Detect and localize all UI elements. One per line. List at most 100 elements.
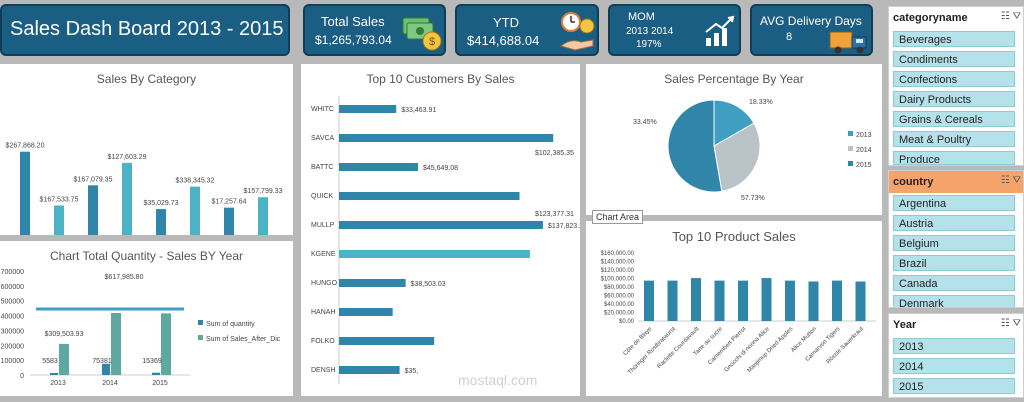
- top-products-panel: Top 10 Product Sales $0.00 $20,000.00 $40,…: [586, 221, 882, 396]
- pie-data-label: 33.45%: [633, 119, 657, 126]
- category-data-label: $157,799.33: [244, 188, 283, 195]
- pie-legend-label: 2015: [856, 162, 872, 169]
- category-item[interactable]: Grains & Cereals: [893, 111, 1015, 127]
- multi-select-icon[interactable]: ☷: [1000, 11, 1010, 22]
- customer-data-label: $137,823.28: [548, 223, 580, 230]
- kpi-mom: MOM 2013 2014 197%: [608, 4, 741, 56]
- sales-by-category-chart: $267,868.20Beverages$167,533.75Condiment…: [6, 143, 283, 235]
- qty-y-tick-label: 200000: [1, 343, 24, 350]
- country-item[interactable]: Denmark: [893, 295, 1015, 307]
- qty-y-tick-label: 600000: [1, 284, 24, 291]
- product-bar: [855, 281, 866, 321]
- category-data-label: $127,603.29: [108, 154, 147, 161]
- year-item[interactable]: 2015: [893, 378, 1015, 394]
- category-item[interactable]: Dairy Products: [893, 91, 1015, 107]
- product-tick-label: Thüringer Rostbratwurst: [627, 326, 677, 376]
- customer-tick-label: DENSH: [311, 367, 336, 374]
- qty-x-tick-label: 2013: [50, 380, 66, 387]
- category-item[interactable]: Meat & Poultry: [893, 131, 1015, 147]
- dashboard-title: Sales Dash Board 2013 - 2015: [10, 18, 284, 40]
- customer-tick-label: MULLP: [311, 222, 335, 229]
- qty-y-tick-label: 700000: [1, 269, 24, 276]
- qty-legend-swatch: [198, 335, 203, 340]
- country-slicer[interactable]: country ☷ ⛛ Argentina Austria Belgium Br…: [888, 170, 1024, 308]
- customer-tick-label: QUICK: [311, 193, 334, 200]
- country-item[interactable]: Brazil: [893, 255, 1015, 271]
- category-slicer[interactable]: categoryname ☷ ⛛ Beverages Condiments Co…: [888, 6, 1024, 166]
- category-data-label: $267,868.20: [6, 143, 45, 150]
- product-tick-label: Manjimup Dried Apples: [747, 326, 795, 374]
- pie-legend-swatch: [848, 161, 853, 166]
- product-tick-label: Gnocchi di nonna Alice: [724, 326, 772, 374]
- multi-select-icon[interactable]: ☷: [1000, 318, 1010, 329]
- product-bar: [691, 278, 701, 321]
- customer-bar: [339, 279, 406, 287]
- kpi-ytd: YTD $414,688.04: [455, 4, 599, 56]
- customer-data-label: $45,649.08: [423, 165, 458, 172]
- sales-by-category-title: Sales By Category: [96, 72, 197, 86]
- qty-x-tick-label: 2015: [152, 380, 168, 387]
- growth-chart-icon: [705, 15, 735, 46]
- product-bar: [644, 280, 654, 321]
- product-bar: [714, 280, 725, 321]
- sales-after-discount-bar: [59, 343, 69, 375]
- year-slicer[interactable]: Year ☷ ⛛ 2013 2014 2015: [888, 313, 1024, 398]
- clear-filter-icon[interactable]: ⛛: [1012, 11, 1021, 22]
- country-item[interactable]: Belgium: [893, 235, 1015, 251]
- sales-by-category-panel: Sales By Category $267,868.20Beverages$1…: [0, 64, 293, 235]
- kpi-delivery-value: 8: [786, 31, 793, 43]
- top-customers-panel: Top 10 Customers By Sales WHITC $33,463.9…: [301, 64, 580, 396]
- top-products-title: Top 10 Product Sales: [672, 229, 796, 244]
- category-bar: [54, 205, 64, 235]
- customer-bar: [339, 134, 554, 142]
- customer-tick-label: HANAH: [311, 309, 336, 316]
- country-item[interactable]: Austria: [893, 215, 1015, 231]
- clock-coin-hand-icon: [559, 12, 595, 51]
- category-item[interactable]: Produce: [893, 151, 1015, 165]
- product-bar: [738, 280, 748, 321]
- sales-percentage-panel: Sales Percentage By Year 18.33% 33.45% 57.…: [586, 64, 882, 215]
- qty-bar: [50, 373, 58, 375]
- category-item[interactable]: Condiments: [893, 51, 1015, 67]
- top-customers-chart: WHITC $33,463.91 SAVCA $102,385.35 BATTC $45,…: [311, 96, 580, 384]
- customer-tick-label: SAVCA: [311, 135, 335, 142]
- product-y-tick-label: $0.00: [619, 319, 635, 325]
- country-item[interactable]: Canada: [893, 275, 1015, 291]
- customer-bar: [339, 337, 435, 345]
- pie-legend-swatch: [848, 131, 853, 136]
- year-item[interactable]: 2013: [893, 338, 1015, 354]
- category-data-label: $17,257.64: [211, 199, 246, 206]
- category-bar: [88, 185, 98, 235]
- product-bar: [808, 281, 819, 321]
- qty-y-tick-label: 500000: [1, 299, 24, 306]
- product-y-tick-label: $40,000.00: [604, 302, 635, 308]
- customer-tick-label: HUNGO: [311, 280, 338, 287]
- clear-filter-icon[interactable]: ⛛: [1012, 318, 1021, 329]
- qty-legend-label: Sum of Sales_After_Dic: [206, 336, 281, 343]
- quantity-sales-chart: 0 100000 200000 300000 400000 500000 600000 700…: [1, 269, 281, 387]
- multi-select-icon[interactable]: ☷: [1000, 175, 1010, 186]
- qty-bar: [152, 372, 160, 375]
- kpi-delivery: AVG Delivery Days 8: [750, 4, 873, 56]
- category-bar: [156, 209, 166, 235]
- qty-data-label: $617,985.80: [105, 274, 144, 281]
- customer-bar: [339, 192, 520, 200]
- category-bar: [190, 186, 200, 235]
- qty-y-tick-label: 100000: [1, 358, 24, 365]
- category-data-label: $167,533.75: [40, 196, 79, 203]
- category-item[interactable]: Confections: [893, 71, 1015, 87]
- product-bar: [667, 280, 678, 321]
- customer-bar: [339, 163, 419, 171]
- pie-slice: [713, 122, 761, 192]
- pie-legend-label: 2013: [856, 132, 872, 139]
- kpi-total-sales-label: Total Sales: [321, 14, 385, 29]
- customer-data-label: $38,503.03: [411, 281, 446, 288]
- category-item[interactable]: Beverages: [893, 31, 1015, 47]
- quantity-sales-panel: Chart Total Quantity - Sales BY Year 0 10…: [0, 241, 293, 396]
- product-y-tick-label: $20,000.00: [604, 311, 635, 317]
- year-item[interactable]: 2014: [893, 358, 1015, 374]
- year-slicer-title: Year: [893, 319, 917, 331]
- clear-filter-icon[interactable]: ⛛: [1012, 175, 1021, 186]
- country-item[interactable]: Argentina: [893, 195, 1015, 211]
- pie-slice: [667, 99, 723, 193]
